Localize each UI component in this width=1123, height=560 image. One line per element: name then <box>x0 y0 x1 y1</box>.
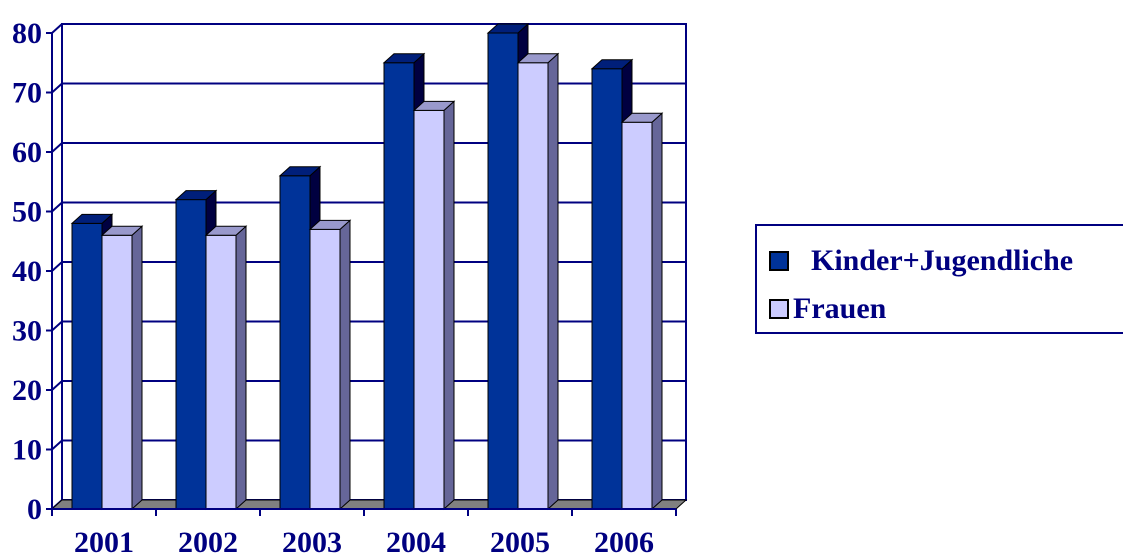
bar-side <box>547 52 559 511</box>
bar-front <box>383 62 415 510</box>
bar-top <box>412 100 456 111</box>
bar-front <box>205 234 237 510</box>
bar-side <box>235 225 247 511</box>
y-tick-label: 0 <box>27 493 42 526</box>
side-wall-line <box>51 261 63 272</box>
bar-top <box>308 219 352 230</box>
x-tick-label: 2001 <box>74 526 134 555</box>
bar-front <box>487 32 519 510</box>
bar-front <box>175 199 207 510</box>
bar-top <box>486 23 530 34</box>
side-wall-line <box>51 82 63 94</box>
side-wall-line <box>51 201 63 213</box>
legend: Kinder+Jugendliche Frauen <box>755 224 1123 334</box>
side-wall-line <box>51 320 63 332</box>
y-tick-label: 80 <box>12 17 42 50</box>
bar-top <box>620 112 664 123</box>
y-tick-label: 30 <box>12 315 42 348</box>
bar-top <box>204 225 248 236</box>
bar-front <box>413 109 445 510</box>
legend-swatch-series-1 <box>769 251 789 271</box>
bar-top <box>278 166 322 177</box>
y-tick-label: 60 <box>12 136 42 169</box>
floor <box>50 499 688 510</box>
legend-item-series-2: Frauen <box>769 292 886 326</box>
legend-label-series-1: Kinder+Jugendliche <box>811 244 1074 277</box>
bar-top <box>70 213 114 224</box>
legend-item-series-1: Kinder+Jugendliche <box>769 244 1073 278</box>
side-wall-line <box>51 439 63 451</box>
bar-top <box>382 53 426 64</box>
bar-side <box>339 219 351 511</box>
bar-side <box>443 100 455 511</box>
y-tick-label: 50 <box>12 196 42 229</box>
x-tick-label: 2005 <box>490 526 550 555</box>
bar-side <box>651 112 663 511</box>
x-tick-label: 2003 <box>282 526 342 555</box>
x-tick-label: 2006 <box>594 526 654 555</box>
bar-front <box>621 121 653 510</box>
bar-front <box>279 175 311 510</box>
y-tick-label: 10 <box>12 434 42 467</box>
y-tick-label: 20 <box>12 374 42 407</box>
legend-label-series-2: Frauen <box>793 292 887 325</box>
bar-top <box>590 59 634 70</box>
bar-front <box>591 68 623 510</box>
bar-front <box>101 234 133 510</box>
bar-side <box>131 225 143 511</box>
bar-front <box>71 222 103 510</box>
legend-swatch-series-2 <box>769 299 789 319</box>
side-wall-line <box>51 380 63 391</box>
side-wall-line <box>51 142 63 153</box>
bar-top <box>174 190 218 201</box>
bar-front <box>517 62 549 510</box>
bar-front <box>309 228 341 510</box>
bar-top <box>516 53 560 64</box>
y-tick-label: 40 <box>12 255 42 288</box>
y-tick-label: 70 <box>12 77 42 110</box>
side-wall-line <box>51 23 63 34</box>
x-tick-label: 2002 <box>178 526 238 555</box>
x-tick-label: 2004 <box>386 526 446 555</box>
bar-top <box>100 225 144 236</box>
